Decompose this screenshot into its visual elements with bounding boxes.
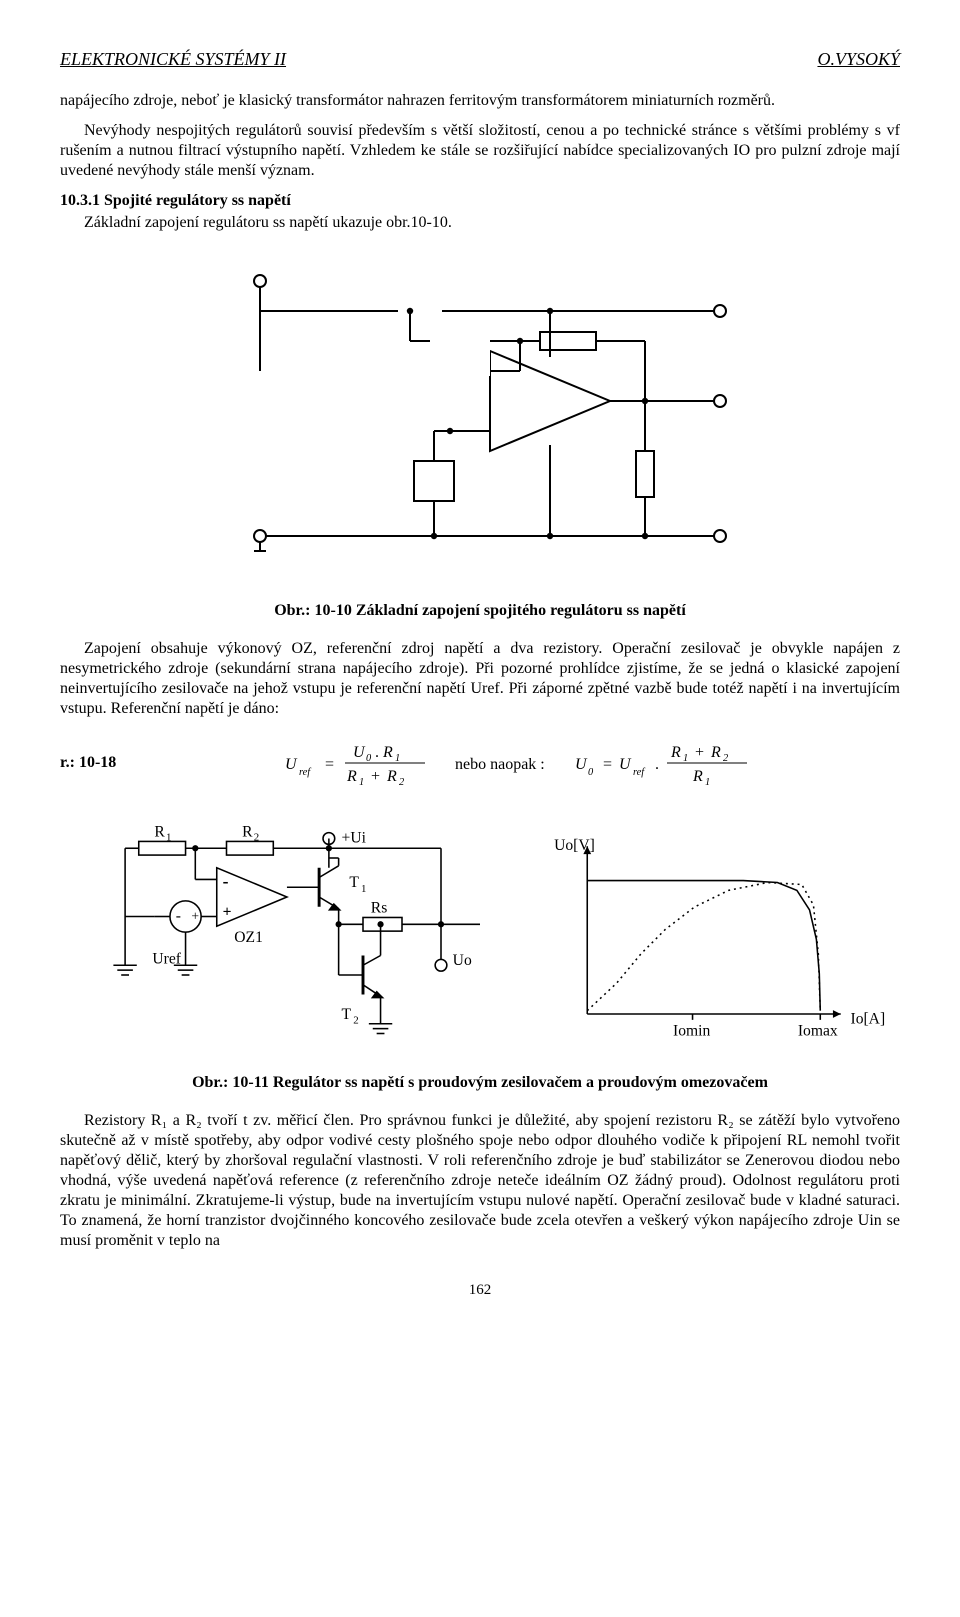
header-right: O.VYSOKÝ [817, 48, 900, 71]
svg-text:U: U [619, 756, 632, 773]
svg-text:R: R [242, 823, 253, 840]
svg-text:ref: ref [633, 767, 646, 778]
paragraph-disadvantages: Nevýhody nespojitých regulátorů souvisí … [60, 121, 900, 181]
svg-text:U: U [353, 744, 366, 761]
svg-text:nebo naopak :: nebo naopak : [455, 756, 545, 773]
svg-text:2: 2 [723, 753, 728, 764]
svg-text:R: R [665, 459, 682, 484]
equation-10-18: r.: 10-18 Uref=U0.R1R1+R2nebo naopak :U0… [60, 733, 900, 793]
svg-text:=: = [325, 756, 334, 773]
svg-text:R: R [386, 768, 397, 785]
svg-text:Iomin: Iomin [673, 1022, 710, 1039]
svg-text:.: . [655, 756, 659, 773]
svg-text:T: T [349, 874, 359, 891]
svg-text:R: R [670, 744, 681, 761]
svg-text:1: 1 [395, 753, 400, 764]
svg-text:Rs: Rs [371, 899, 387, 916]
svg-text:1: 1 [166, 831, 171, 843]
svg-text:R: R [346, 768, 357, 785]
svg-text:=: = [603, 756, 612, 773]
svg-text:1: 1 [361, 883, 366, 895]
svg-text:+Ui: +Ui [342, 829, 367, 846]
svg-text:.: . [375, 744, 379, 761]
equation-label: r.: 10-18 [60, 753, 170, 773]
svg-text:Uref: Uref [152, 950, 181, 967]
svg-text:R: R [558, 305, 575, 330]
paragraph-5: Rezistory R₁ a R₂ tvoří t zv. měřicí čle… [60, 1111, 900, 1251]
figure-10-11: +UiT1-+OZ1-+UrefR1R2RsT2Uo Io[A]Uo[V]Iom… [60, 819, 900, 1059]
svg-text:Uo[V]: Uo[V] [554, 837, 595, 854]
svg-text:Uref: Uref [350, 475, 393, 500]
svg-text:2: 2 [254, 831, 259, 843]
section-title: 10.3.1 Spojité regulátory ss napětí [60, 191, 900, 211]
paragraph-cont: napájecího zdroje, neboť je klasický tra… [60, 91, 900, 111]
svg-text:R: R [710, 744, 721, 761]
svg-text:Uin: Uin [270, 381, 307, 407]
svg-text:ref: ref [299, 767, 312, 778]
svg-text:1: 1 [359, 777, 364, 788]
svg-text:Iomax: Iomax [798, 1022, 838, 1039]
svg-text:Io[A]: Io[A] [851, 1010, 886, 1027]
equation-body: Uref=U0.R1R1+R2nebo naopak :U0=Uref.R1+R… [170, 733, 900, 793]
svg-text:1: 1 [683, 753, 688, 764]
svg-text:0: 0 [366, 753, 372, 764]
svg-text:2: 2 [353, 1014, 358, 1026]
paragraph-intro: Základní zapojení regulátoru ss napětí u… [60, 213, 900, 233]
svg-text:R: R [692, 768, 703, 785]
svg-text:+: + [223, 903, 232, 920]
svg-text:1: 1 [705, 777, 710, 788]
svg-text:-: - [176, 907, 181, 924]
svg-text:Uo: Uo [700, 359, 729, 385]
svg-text:U: U [285, 756, 298, 773]
figure-10-10-caption: Obr.: 10-10 Základní zapojení spojitého … [60, 601, 900, 621]
svg-text:R: R [382, 744, 393, 761]
figure-10-11-caption: Obr.: 10-11 Regulátor ss napětí s proudo… [60, 1073, 900, 1093]
svg-text:Uo: Uo [453, 952, 472, 969]
header-left: ELEKTRONICKÉ SYSTÉMY II [60, 48, 286, 71]
figure-10-10: -+UinRRRUo+=Uref [60, 251, 900, 587]
svg-text:U: U [575, 756, 588, 773]
svg-text:R: R [154, 823, 165, 840]
svg-text:OZ1: OZ1 [234, 928, 263, 945]
svg-text:+: + [456, 403, 469, 428]
page-number: 162 [60, 1281, 900, 1300]
paragraph-4: Zapojení obsahuje výkonový OZ, referenčn… [60, 639, 900, 719]
svg-text:+: + [191, 908, 199, 923]
svg-text:R: R [448, 305, 465, 330]
svg-text:+: + [695, 744, 704, 761]
svg-text:T: T [342, 1005, 352, 1022]
svg-text:-: - [223, 871, 229, 891]
svg-text:0: 0 [588, 767, 594, 778]
svg-text:2: 2 [399, 777, 404, 788]
svg-text:+: + [504, 417, 518, 443]
svg-text:=: = [426, 469, 440, 495]
svg-text:+: + [371, 768, 380, 785]
